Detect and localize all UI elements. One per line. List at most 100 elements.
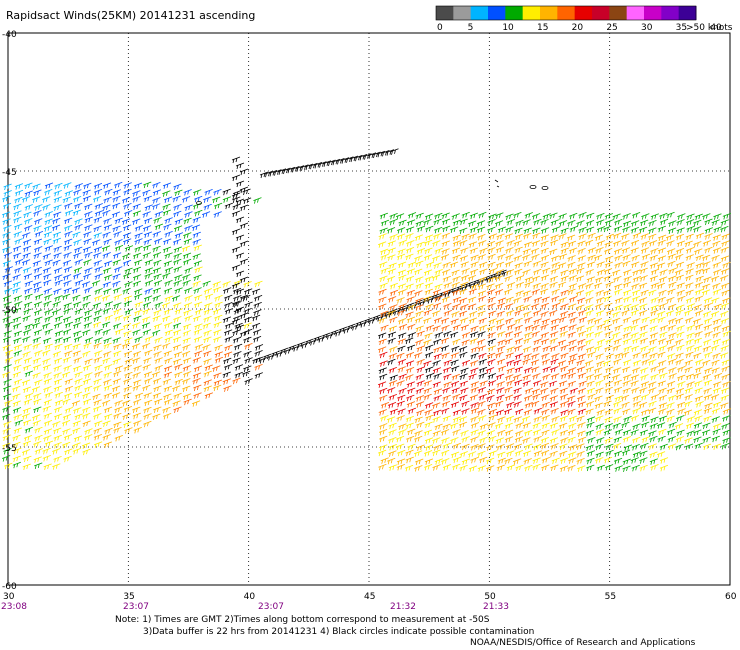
wind-barb [638, 401, 648, 409]
wind-barb [451, 247, 461, 255]
wind-barb [703, 303, 712, 310]
wind-barb [560, 289, 569, 297]
wind-barb [596, 219, 605, 226]
wind-barb [152, 252, 162, 259]
wind-barb [277, 168, 287, 175]
wind-barb [162, 209, 171, 217]
wind-barb [398, 317, 407, 325]
wind-barb [695, 366, 704, 373]
wind-barb [541, 358, 551, 366]
wind-barb [459, 218, 468, 226]
wind-barb [685, 422, 695, 430]
wind-barb [252, 336, 262, 343]
wind-barb [233, 301, 242, 308]
wind-barb [12, 307, 21, 315]
wind-barb [24, 204, 33, 211]
wind-barb [424, 332, 433, 340]
wind-barb [296, 341, 306, 349]
wind-barb [639, 275, 648, 282]
wind-barb [239, 168, 249, 176]
wind-barb [183, 398, 192, 406]
wind-barb [569, 247, 578, 254]
wind-barb [560, 241, 569, 249]
wind-barb [487, 302, 496, 310]
wind-barb [102, 357, 111, 365]
wind-barb [121, 218, 131, 225]
wind-barb [102, 281, 112, 289]
wind-barb [621, 233, 630, 240]
wind-barb [24, 225, 33, 232]
wind-barb [549, 310, 558, 317]
wind-barb [2, 427, 11, 435]
wind-barb [424, 444, 434, 451]
wind-barb [239, 312, 249, 320]
wind-barb [43, 399, 53, 406]
wind-barb [34, 379, 43, 386]
contamination-circles [196, 179, 549, 205]
wind-barb [61, 420, 71, 427]
wind-barb [701, 429, 711, 437]
wind-barb [585, 297, 594, 304]
wind-barb [603, 456, 613, 464]
wind-barb [722, 330, 731, 338]
wind-barb [524, 464, 533, 472]
wind-barb [712, 247, 722, 254]
wind-barb [423, 380, 432, 387]
wind-barb [713, 213, 722, 220]
wind-barb [34, 462, 43, 470]
wind-barb [659, 331, 668, 339]
wind-barb [488, 213, 497, 220]
wind-barb [632, 352, 641, 359]
wind-barb [92, 196, 102, 203]
wind-barb [124, 210, 133, 217]
wind-barb [22, 315, 31, 322]
wind-barb [82, 412, 91, 420]
wind-barb [722, 213, 731, 220]
wind-barb [425, 344, 434, 352]
wind-barb [604, 247, 613, 255]
wind-barb [21, 259, 31, 266]
wind-barb [693, 352, 702, 360]
wind-barb [487, 422, 496, 429]
legend-swatch [453, 6, 472, 20]
wind-barb [685, 373, 695, 381]
wind-barb [163, 371, 172, 379]
wind-barb [650, 282, 659, 290]
wind-barb [720, 345, 729, 352]
wind-barb [478, 324, 488, 332]
wind-barb [152, 197, 161, 204]
wind-barb [239, 186, 249, 194]
wind-barb [13, 330, 23, 338]
wind-barb [622, 281, 632, 289]
wind-barb [102, 210, 111, 217]
wind-barb [567, 255, 576, 262]
wind-barb [459, 451, 468, 458]
wind-barb [683, 409, 693, 417]
wind-barb [424, 351, 434, 359]
wind-barb [524, 241, 533, 248]
wind-barb [163, 238, 172, 245]
wind-barb [478, 317, 487, 325]
wind-barb [694, 295, 703, 303]
wind-barb [114, 400, 123, 407]
wind-barb [638, 309, 648, 317]
wind-barb [380, 457, 389, 464]
wind-barb [33, 210, 42, 217]
wind-barb [406, 316, 416, 324]
wind-barb [103, 337, 112, 344]
wind-barb [559, 465, 569, 473]
wind-barb [378, 338, 387, 346]
wind-barb [650, 268, 660, 276]
wind-barb [532, 463, 541, 471]
wind-barb [532, 422, 541, 429]
wind-barb [622, 458, 631, 466]
wind-barb [452, 429, 461, 436]
wind-barb [431, 274, 441, 282]
wind-barb [415, 401, 425, 408]
wind-barb [658, 367, 667, 374]
wind-barb [459, 394, 468, 402]
wind-barb [721, 365, 730, 373]
wind-barb [104, 314, 113, 322]
wind-barb [722, 437, 731, 444]
wind-barb [112, 273, 121, 281]
